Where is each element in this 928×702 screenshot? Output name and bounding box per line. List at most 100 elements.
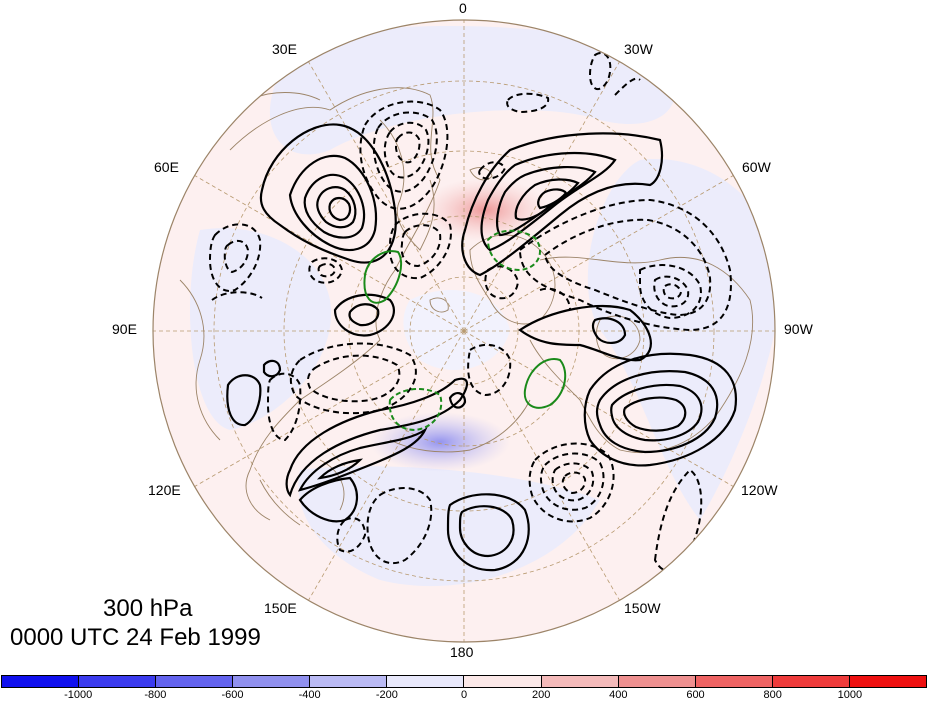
shade-neg-south — [298, 466, 600, 587]
neg-contour-a4 — [394, 131, 421, 164]
lon-label-120w: 120W — [741, 482, 778, 498]
valid-time-title: 0000 UTC 24 Feb 1999 — [10, 624, 261, 651]
pos-contour-d2 — [591, 317, 627, 344]
colorbar-segment — [387, 676, 465, 687]
coast-asia-south — [179, 279, 221, 441]
colorbar-tick-label: 200 — [531, 689, 551, 701]
shade-neg-max — [370, 412, 510, 472]
coast-japan — [259, 479, 301, 526]
lon-label-90w: 90W — [784, 321, 813, 337]
colorbar-tick-label: -600 — [221, 689, 244, 701]
pos-contour-a4 — [316, 186, 357, 229]
green-dashed-north — [486, 229, 541, 272]
pos-contour-b1 — [461, 132, 664, 277]
shade-neg-upper — [269, 26, 675, 155]
colorbar-tick-label: -800 — [144, 689, 167, 701]
coast-siberia — [245, 339, 381, 521]
map-border — [152, 19, 776, 643]
lon-label-60w: 60W — [742, 159, 771, 175]
colorbar-segment — [310, 676, 388, 687]
neg-contour-a3 — [383, 121, 430, 179]
pos-contour-f3 — [316, 458, 364, 480]
pos-contour-h2 — [262, 359, 282, 378]
colorbar-tick-label: 0 — [460, 689, 468, 701]
neg-contour-d2 — [543, 218, 712, 317]
pos-contour-a1 — [259, 123, 397, 264]
pos-contour-f4 — [298, 476, 358, 523]
pos-contour-b3 — [496, 165, 597, 237]
colorbar-tick-label: -1000 — [64, 689, 93, 701]
lon-label-150w: 150W — [624, 600, 661, 616]
lon-label-0: 0 — [459, 0, 467, 16]
neg-contour-g4 — [561, 471, 587, 495]
colorbar-tick-label: 800 — [763, 689, 782, 701]
neg-contour-a1 — [359, 100, 449, 210]
coast-alaska — [389, 399, 531, 453]
pos-contour-h3 — [448, 392, 467, 409]
pos-contour-b5 — [537, 188, 568, 210]
coast-scandinavia — [379, 119, 435, 251]
neg-contour-g3 — [551, 462, 595, 502]
lon-label-30e: 30E — [272, 41, 297, 57]
pressure-level-title: 300 hPa — [103, 595, 193, 622]
neg-contour-a2 — [372, 111, 438, 193]
coast-north-america — [529, 256, 754, 454]
neg-contour-f3 — [211, 291, 263, 301]
pos-contour-a3 — [303, 173, 366, 239]
colorbar-tick-label: -200 — [375, 689, 398, 701]
neg-contour-g1 — [528, 442, 615, 523]
colorbar-segment — [541, 676, 619, 687]
neg-contour-e2 — [306, 354, 401, 403]
neg-contour-b1 — [388, 212, 452, 280]
lon-label-120e: 120E — [148, 482, 181, 498]
neg-contour-i2 — [336, 517, 367, 553]
colorbar-tick-label: 1000 — [837, 689, 863, 701]
colorbar-segment — [772, 676, 850, 687]
neg-contour-c3 — [614, 77, 641, 96]
colorbar-segment — [464, 676, 542, 687]
coast-iceland — [469, 167, 493, 181]
pos-contour-b2 — [480, 151, 617, 252]
shade-neg-west — [190, 228, 332, 430]
neg-contour-f5 — [317, 262, 337, 278]
neg-contour-f2 — [223, 239, 250, 274]
pos-contour-c2 — [348, 303, 380, 327]
pos-contour-a5 — [328, 196, 352, 222]
colorbar-segment — [695, 676, 773, 687]
colorbar-segment — [233, 676, 311, 687]
coast-greenland — [469, 234, 556, 325]
pos-contour-d1 — [518, 304, 652, 362]
pos-contour-a2 — [288, 154, 378, 252]
colorbar-segment — [2, 676, 80, 687]
green-dashed-south — [388, 388, 443, 432]
shade-neg-east — [587, 159, 775, 520]
coast-arctic-islands — [429, 297, 449, 313]
neg-contour-e3 — [266, 372, 302, 442]
colorbar — [1, 675, 927, 688]
highlight-contours — [363, 229, 567, 432]
neg-contour-c2 — [588, 52, 612, 90]
lon-label-90e: 90E — [112, 321, 137, 337]
negative-contours — [208, 52, 732, 572]
colorbar-segment — [79, 676, 157, 687]
pos-contour-e3 — [610, 383, 703, 442]
neg-contour-d5 — [662, 283, 683, 300]
colorbar-tick-label: 600 — [686, 689, 705, 701]
map-disc — [153, 20, 775, 642]
neg-contour-i1 — [366, 487, 433, 565]
neg-contour-f4 — [308, 257, 344, 284]
neg-contour-e1 — [289, 342, 417, 415]
neg-contour-j1 — [467, 343, 512, 397]
neg-contour-f1 — [208, 223, 262, 292]
coast-europe — [229, 87, 441, 341]
pos-contour-g1 — [446, 493, 530, 572]
colorbar-tick-label: 400 — [609, 689, 628, 701]
pos-contour-f2 — [297, 426, 428, 492]
neg-contour-c4 — [478, 161, 507, 180]
neg-contour-d1 — [518, 198, 732, 332]
neg-contour-d3 — [639, 264, 702, 320]
colorbar-segment — [618, 676, 696, 687]
pos-contour-b4 — [514, 178, 580, 221]
pos-contour-c1 — [333, 293, 395, 337]
